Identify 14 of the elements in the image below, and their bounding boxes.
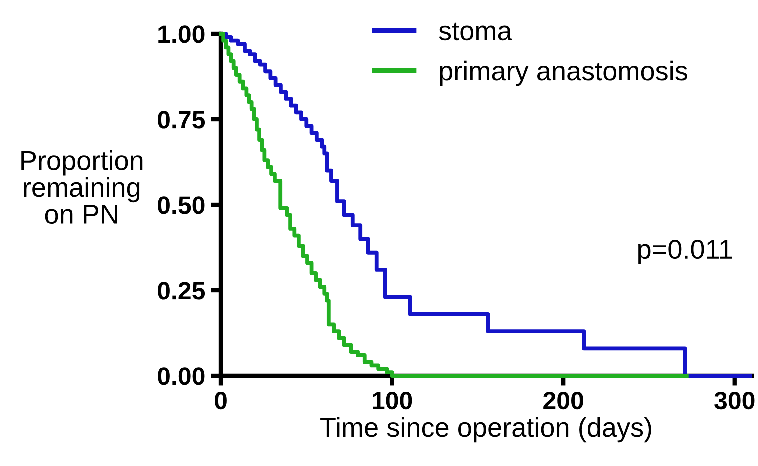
y-tick-label: 0.00 bbox=[158, 368, 205, 386]
x-axis-title: Time since operation (days) bbox=[320, 417, 652, 443]
y-axis-title: Proportion remaining on PN bbox=[22, 150, 143, 224]
x-tick-label: 0 bbox=[215, 392, 227, 410]
y-tick-label: 0.50 bbox=[158, 196, 205, 214]
y-tick-label: 0.25 bbox=[158, 282, 206, 300]
annotation: p=0.011 bbox=[638, 240, 732, 264]
x-tick-label: 100 bbox=[373, 392, 412, 410]
legend-label: primary anastomosis bbox=[440, 60, 688, 86]
legend-label: stoma bbox=[439, 22, 512, 41]
y-tick-label: 1.00 bbox=[158, 26, 205, 44]
x-tick-label: 200 bbox=[544, 392, 584, 410]
y-tick-label: 0.75 bbox=[158, 111, 206, 129]
x-tick-label: 300 bbox=[714, 392, 755, 410]
